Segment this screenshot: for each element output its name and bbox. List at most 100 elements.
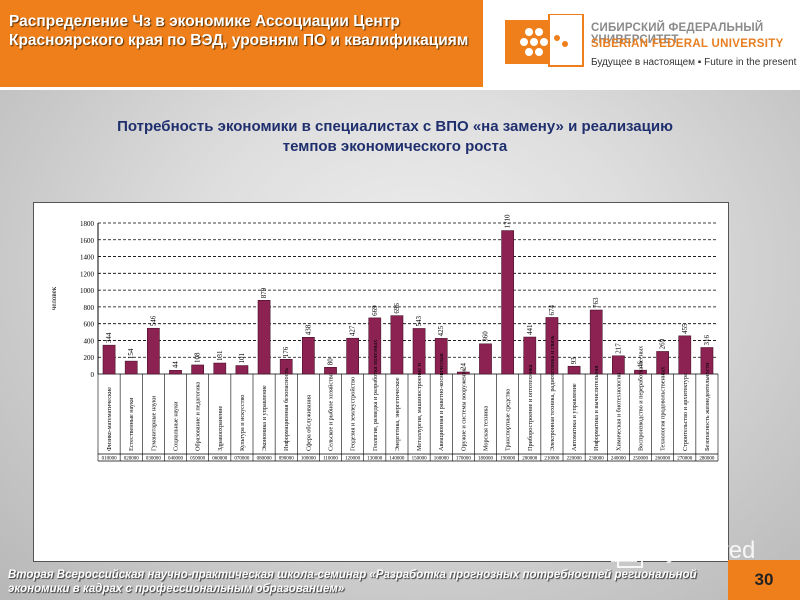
y-axis-label: человек — [50, 286, 58, 310]
bar — [147, 327, 160, 375]
bar — [678, 335, 692, 375]
category-code: 080000 — [257, 457, 273, 462]
watermark-icon — [610, 537, 646, 576]
category-code: 260000 — [655, 457, 671, 462]
data-label: 427 — [349, 325, 357, 336]
category-code: 160000 — [434, 457, 450, 462]
data-label: 763 — [592, 297, 600, 308]
category-label: Транспортные средства — [505, 389, 512, 451]
category-label: Гуманитарные науки — [150, 395, 157, 451]
y-tick-label: 800 — [84, 304, 95, 312]
logo-text-en: SIBERIAN FEDERAL UNIVERSITY — [591, 38, 784, 50]
y-tick-label: 1200 — [80, 270, 95, 278]
category-code: 110000 — [323, 457, 338, 462]
bar-chart: 0 200 400 600 800 1000 1200 1400 1600 1800 человек… — [50, 214, 719, 462]
category-label: Технология продовольственных — [660, 366, 667, 451]
data-label: 269 — [659, 338, 667, 349]
bar — [567, 365, 581, 375]
bar — [457, 371, 470, 375]
data-label: 217 — [614, 343, 622, 354]
category-label: Строительство и архитектура — [682, 373, 689, 451]
category-label: Металлургия, машиностроение и — [416, 362, 423, 451]
data-label: 108 — [194, 352, 202, 363]
category-code: 280000 — [699, 457, 715, 462]
bar — [523, 336, 537, 375]
logo-text-ru: СИБИРСКИЙ ФЕДЕРАЛЬНЫЙ УНИВЕРСИТЕТ — [591, 22, 764, 46]
data-label: 46 — [637, 361, 645, 369]
y-tick-label: 1800 — [80, 220, 95, 228]
data-label: 80 — [327, 358, 335, 366]
data-label: 24 — [459, 362, 467, 370]
y-tick-label: 1600 — [80, 237, 95, 245]
data-label: 441 — [526, 324, 534, 335]
category-label: Здравоохранение — [217, 406, 224, 451]
bar — [324, 367, 337, 375]
bar — [368, 317, 382, 375]
y-tick-label: 0 — [91, 371, 95, 379]
data-label: 879 — [260, 287, 268, 298]
data-label: 44 — [172, 361, 180, 369]
data-label: 674 — [548, 304, 556, 315]
category-label: Геология, разведка и разработка полезных — [372, 339, 379, 451]
y-tick-label: 1400 — [80, 254, 95, 262]
data-label: 543 — [415, 315, 423, 326]
data-label: 176 — [282, 346, 290, 357]
bar — [479, 343, 492, 375]
category-label: Приборостроение и оптотехника — [527, 364, 534, 451]
category-code: 120000 — [345, 457, 361, 462]
bar — [191, 364, 204, 375]
data-label: 316 — [703, 334, 711, 345]
data-label: 344 — [105, 332, 113, 343]
category-label: Социальные науки — [173, 401, 180, 451]
y-tick-label: 1000 — [80, 287, 95, 295]
category-label: Естественные науки — [128, 397, 135, 451]
data-label: 154 — [127, 348, 135, 359]
data-label: 93 — [570, 357, 578, 365]
data-label: 455 — [681, 323, 689, 334]
bar — [700, 347, 714, 375]
category-label: Воспроизводство и переработка лесных — [638, 345, 645, 451]
page-number: 30 — [728, 560, 800, 600]
bar — [257, 300, 271, 375]
category-label: Сфера обслуживания — [305, 395, 312, 451]
category-code: 050000 — [190, 457, 206, 462]
bar — [169, 370, 182, 375]
category-code: 130000 — [367, 457, 383, 462]
category-label: Физико-математические — [106, 387, 113, 451]
category-code: 240000 — [611, 457, 627, 462]
bar — [346, 337, 359, 375]
category-label: Автоматика и управление — [571, 383, 578, 451]
category-label: Культура и искусство — [239, 395, 246, 451]
category-code: 190000 — [500, 457, 515, 462]
university-logo: СИБИРСКИЙ ФЕДЕРАЛЬНЫЙ УНИВЕРСИТЕТ SIBERI… — [483, 0, 800, 90]
data-label: 1710 — [504, 214, 512, 229]
footer-text: Вторая Всероссийская научно-практическая… — [8, 569, 697, 595]
category-label: Геодезия и землеустройство — [350, 377, 357, 451]
chart-heading: Потребность экономики в специалистах с В… — [117, 118, 673, 155]
category-code: 140000 — [389, 457, 405, 462]
y-tick-label: 400 — [84, 337, 95, 345]
header-bar: Распределение Чз в экономике Ассоциации … — [0, 0, 483, 90]
category-code: 030000 — [146, 457, 162, 462]
y-tick-label: 600 — [84, 321, 95, 329]
data-label: 131 — [216, 350, 224, 361]
category-label: Электронная техника, радиотехника и связ… — [549, 335, 556, 451]
bar — [213, 362, 227, 375]
category-code: 220000 — [567, 457, 583, 462]
bar — [501, 230, 514, 375]
category-code: 250000 — [633, 457, 649, 462]
data-label: 696 — [393, 303, 401, 314]
category-label: Сельское и рыбное хозяйство — [328, 373, 335, 451]
category-label: Энергетика, энергетическое — [394, 377, 401, 451]
category-code: 230000 — [589, 457, 605, 462]
category-code: 180000 — [478, 457, 494, 462]
bar — [545, 317, 559, 375]
data-label: 546 — [149, 315, 157, 326]
category-code: 270000 — [677, 457, 693, 462]
category-code: 020000 — [124, 457, 140, 462]
bar — [390, 315, 404, 375]
category-label: Образование и педагогика — [195, 382, 202, 451]
bar — [235, 365, 249, 375]
bar — [634, 369, 647, 375]
category-label: Авиационная и ракетно-космическая — [438, 353, 445, 451]
